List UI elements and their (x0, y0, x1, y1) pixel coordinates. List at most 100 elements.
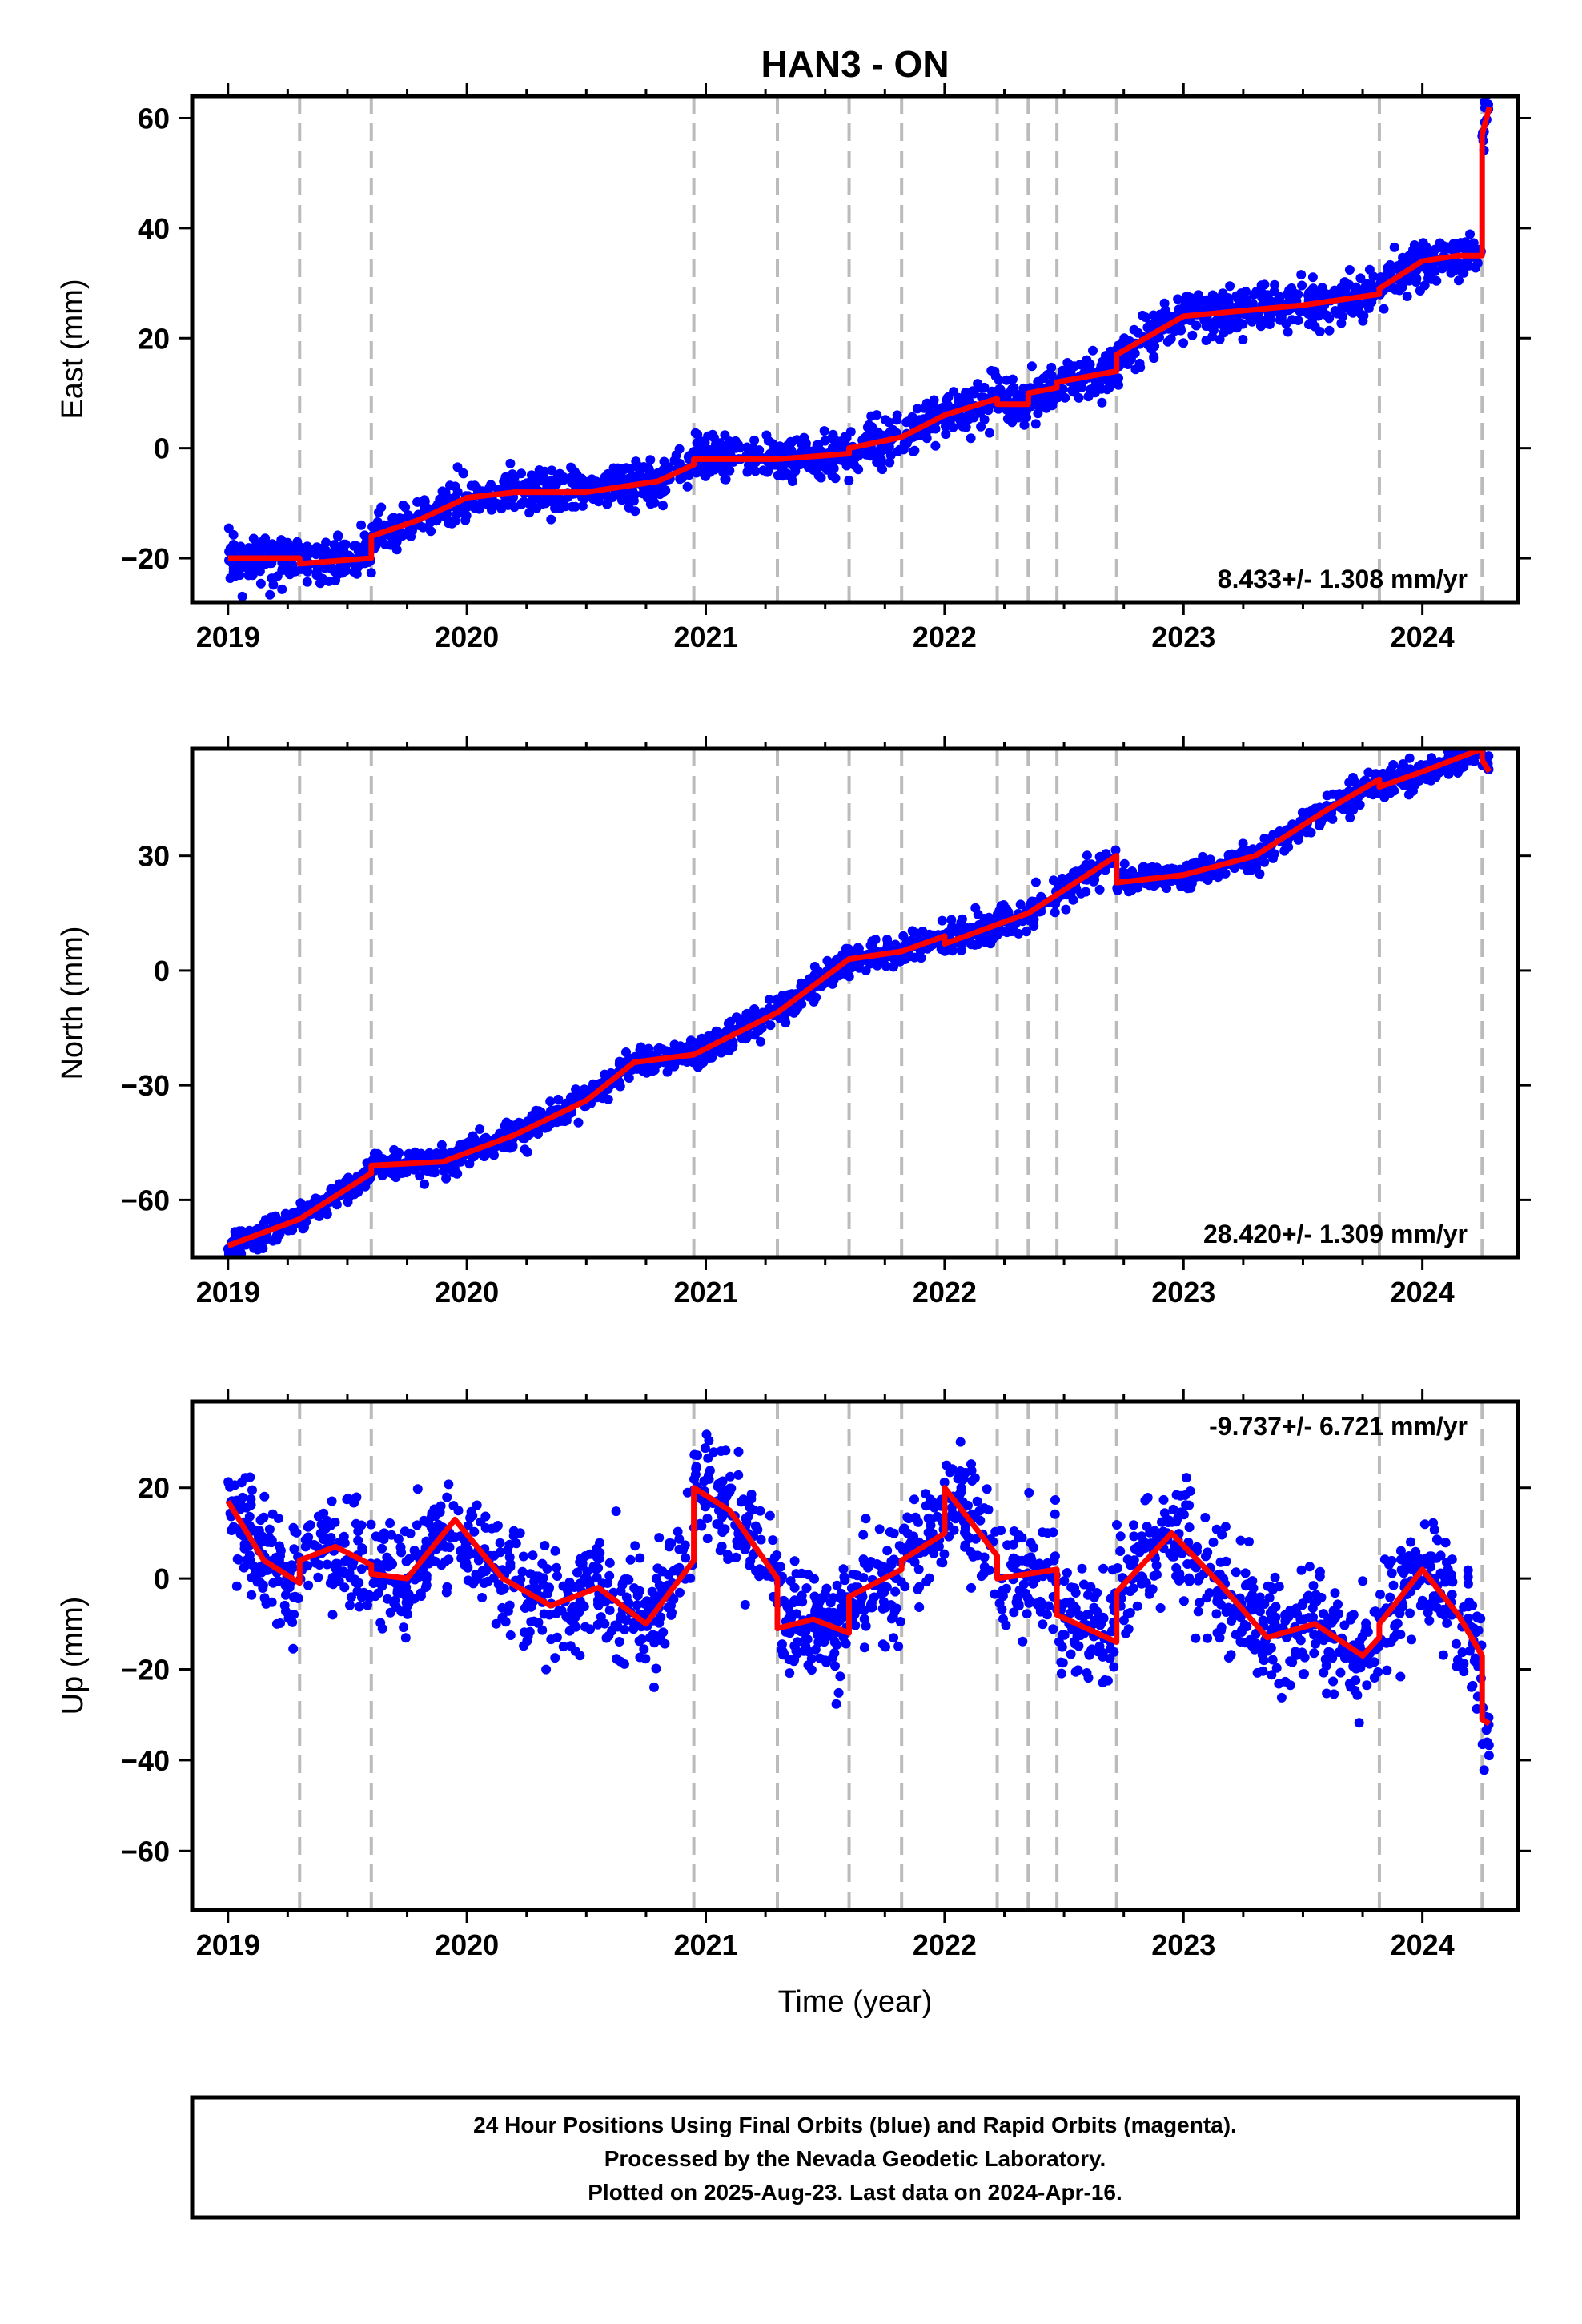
data-point (572, 469, 582, 480)
data-point (956, 939, 966, 950)
data-point (569, 1620, 580, 1630)
data-point (861, 1514, 871, 1524)
data-point (539, 472, 549, 482)
data-point (1181, 292, 1191, 302)
data-point (1225, 281, 1235, 292)
data-point (685, 1035, 696, 1046)
data-point (1435, 243, 1446, 253)
data-point (1293, 289, 1303, 300)
data-point (1468, 736, 1478, 746)
data-point (838, 1564, 849, 1574)
data-point (1201, 336, 1211, 345)
data-point (647, 489, 657, 499)
data-point (790, 466, 801, 476)
data-point (1243, 866, 1253, 876)
data-point (528, 493, 538, 503)
data-point (1454, 275, 1464, 286)
data-point (1427, 753, 1437, 763)
data-point (781, 1018, 791, 1028)
data-point (514, 1117, 524, 1128)
data-point (259, 1512, 269, 1522)
data-point (1036, 891, 1046, 902)
data-point (673, 1526, 683, 1537)
data-point (765, 1020, 776, 1031)
data-point (1259, 834, 1270, 843)
data-point (831, 1699, 841, 1709)
data-point (1322, 1688, 1332, 1699)
data-point (1283, 327, 1293, 337)
data-point (819, 426, 829, 436)
data-point (730, 443, 741, 453)
data-point (547, 479, 557, 489)
data-point (705, 444, 715, 455)
data-point (1026, 361, 1037, 372)
data-point (781, 468, 792, 479)
x-tick-label: 2024 (1391, 1276, 1455, 1309)
data-point (1306, 827, 1316, 838)
y-tick-label: 0 (154, 955, 170, 987)
data-point (348, 566, 359, 577)
data-point (1162, 883, 1171, 894)
data-point (1128, 1583, 1138, 1594)
data-point (1179, 304, 1190, 315)
data-point (553, 1094, 564, 1104)
data-point (895, 1617, 905, 1626)
data-point (1018, 405, 1028, 416)
data-point (1345, 813, 1355, 823)
data-point (1263, 313, 1273, 324)
data-point (232, 1554, 243, 1564)
data-point (318, 573, 327, 584)
x-tick-label: 2019 (196, 1276, 260, 1309)
data-point (746, 463, 757, 473)
x-tick-label: 2024 (1391, 621, 1455, 653)
data-point (821, 457, 831, 468)
data-point (1388, 1580, 1399, 1590)
data-point (1460, 237, 1471, 247)
data-point (875, 459, 885, 469)
data-point (577, 501, 588, 511)
data-point (1348, 773, 1358, 782)
data-point (1194, 292, 1204, 303)
data-point (893, 1641, 904, 1651)
data-point (1109, 1662, 1119, 1672)
data-point (783, 990, 793, 1000)
data-point (720, 1045, 730, 1055)
data-point (311, 549, 321, 560)
data-point (243, 570, 254, 581)
data-point (1310, 321, 1320, 332)
data-point (712, 1519, 722, 1529)
data-point (509, 502, 520, 513)
data-point (1324, 313, 1335, 324)
data-point (519, 480, 529, 490)
data-point (873, 957, 884, 967)
data-point (452, 509, 462, 520)
data-point (1385, 1592, 1395, 1602)
data-point (892, 410, 902, 420)
data-point (963, 1500, 973, 1510)
data-point (866, 411, 877, 421)
data-point (741, 1011, 752, 1021)
data-point (829, 442, 839, 452)
data-point (1463, 1572, 1473, 1582)
data-point (1050, 907, 1060, 918)
data-point (1395, 1546, 1406, 1556)
data-point (541, 1664, 552, 1675)
data-point (994, 1598, 1005, 1609)
data-point (1098, 1563, 1109, 1574)
data-point (415, 1171, 425, 1181)
data-point (1285, 293, 1295, 304)
data-point (1443, 769, 1454, 779)
data-point (669, 456, 680, 466)
data-point (1242, 295, 1252, 305)
data-point (858, 1530, 869, 1540)
data-point (1043, 397, 1054, 408)
data-point (622, 488, 632, 498)
data-point (1419, 1519, 1430, 1530)
y-tick-label: 40 (138, 212, 170, 245)
data-point (500, 1143, 510, 1152)
data-point (1409, 273, 1419, 283)
data-point (1088, 345, 1098, 356)
data-point (277, 584, 287, 594)
